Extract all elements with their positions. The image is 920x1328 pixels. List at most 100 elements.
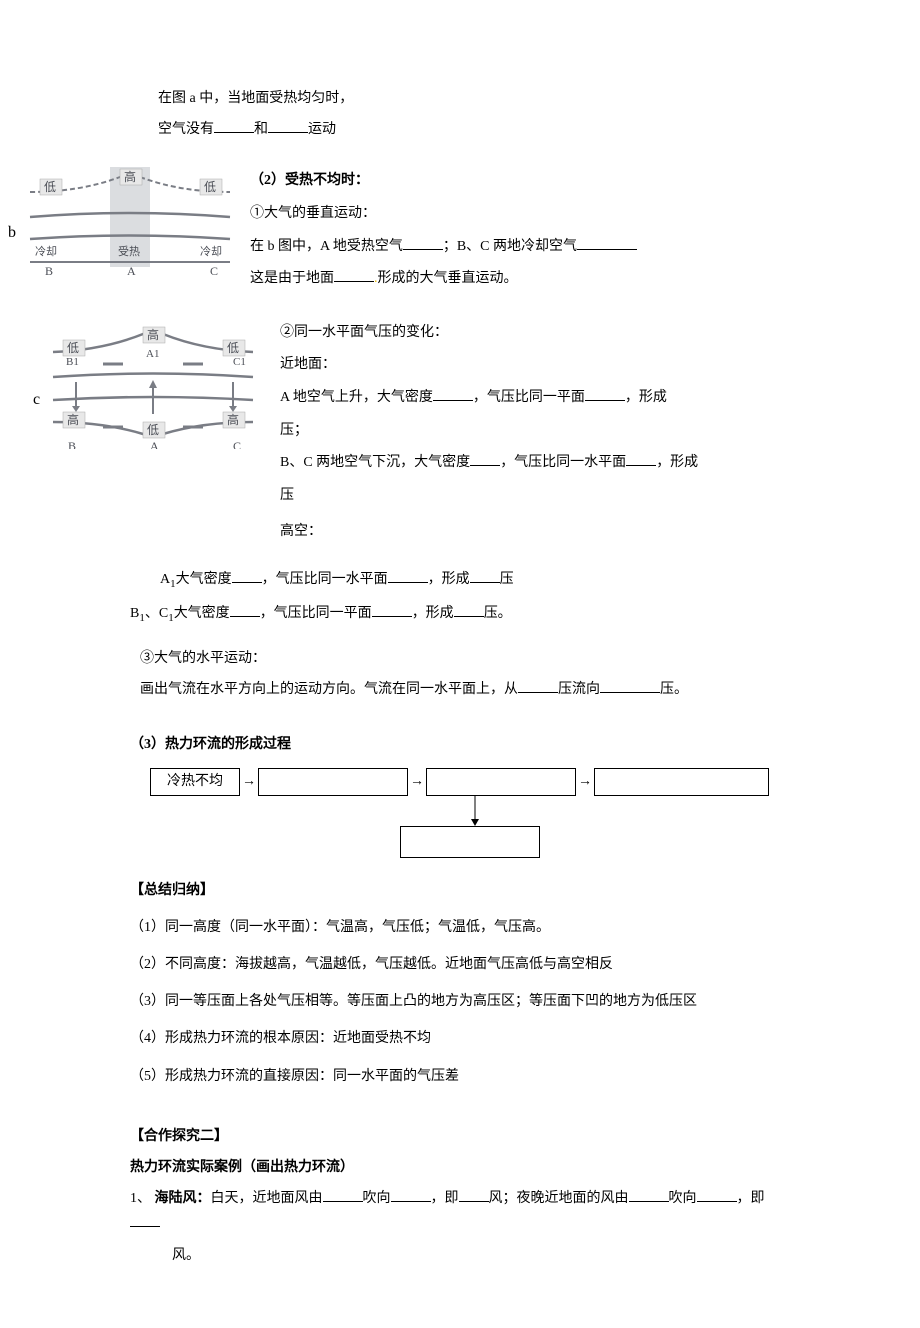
blank	[130, 1213, 160, 1227]
arrow-icon: →	[242, 769, 256, 794]
diagram-b: b 低 高 低 冷却 受热 冷却 B	[0, 162, 235, 282]
upper-lines: A1大气密度，气压比同一水平面，形成压	[160, 567, 790, 595]
blank	[433, 387, 473, 401]
summary-item5: （5）形成热力环流的直接原因：同一水平面的气压差	[130, 1064, 790, 1089]
flow-diagram: 冷热不均 → → →	[130, 768, 790, 858]
section3-title: （3）热力环流的形成过程	[130, 732, 790, 757]
blank	[214, 119, 254, 133]
text: 大气密度	[176, 572, 232, 587]
text: 这是由于地面	[250, 271, 334, 286]
blank	[470, 452, 500, 466]
text: 形成的大气垂直运动。	[378, 271, 518, 286]
arrow-icon: →	[410, 769, 424, 794]
section3: （3）热力环流的形成过程 冷热不均 → → →	[130, 732, 790, 857]
blank	[629, 1188, 669, 1202]
sub2-title: ②同一水平面气压的变化：	[280, 320, 790, 347]
explore-item1-cont: 风。	[130, 1243, 790, 1268]
intro-section: 在图 a 中，当地面受热均匀时， 空气没有和运动	[130, 86, 790, 142]
svg-text:B1: B1	[66, 356, 79, 368]
text: 运动	[308, 122, 336, 137]
text: ，气压比同一平面	[473, 390, 585, 405]
explore-title: 【合作探究二】	[130, 1124, 790, 1149]
svg-text:受热: 受热	[118, 245, 140, 258]
blank	[459, 1188, 489, 1202]
arrow-icon: →	[578, 769, 592, 794]
svg-text:A1: A1	[146, 348, 159, 360]
text: 压。	[660, 682, 688, 697]
line-bc: B、C 两地空气下沉，大气密度 ，气压比同一水平面 ，形成	[280, 450, 790, 477]
sub3-title: ③大气的水平运动：	[140, 646, 790, 671]
text: 空气没有	[158, 122, 214, 137]
line-a: A 地空气上升，大气密度 ，气压比同一平面 ，形成	[280, 385, 790, 412]
svg-text:b: b	[8, 224, 16, 241]
blank	[334, 268, 374, 282]
text: A 地空气上升，大气密度	[280, 390, 433, 405]
svg-text:高: 高	[124, 169, 136, 184]
text: 大气密度	[174, 606, 230, 621]
summary-item1: （1）同一高度（同一水平面）：气温高，气压低；气温低，气压高。	[130, 915, 790, 940]
text: ，气压比同一水平面	[500, 455, 626, 470]
blank	[454, 603, 484, 617]
line-bc-end: 压	[280, 483, 790, 510]
summary-item2: （2）不同高度：海拔越高，气温越低，气压越低。近地面气压高低与高空相反	[130, 952, 790, 977]
text: ，即	[737, 1191, 765, 1206]
svg-text:高: 高	[147, 327, 159, 342]
diagram-c: c 低 高 低 A1 B1 C1	[30, 314, 265, 449]
blank	[268, 119, 308, 133]
near-surface: 近地面：	[280, 352, 790, 379]
blank	[470, 569, 500, 583]
section2-title: （2）受热不均时：	[250, 168, 790, 195]
text: 海陆风：	[155, 1191, 211, 1206]
explore-section: 【合作探究二】 热力环流实际案例（画出热力环流） 1、 海陆风：白天，近地面风由…	[130, 1124, 790, 1268]
text: ，形成	[625, 390, 667, 405]
flow-box-4	[594, 768, 769, 796]
summary-item4: （4）形成热力环流的根本原因：近地面受热不均	[130, 1026, 790, 1051]
upper-bc-line: B1、C1大气密度，气压比同一平面，形成压。	[130, 601, 790, 629]
explore-item1: 1、 海陆风：白天，近地面风由吹向，即风；夜晚近地面的风由吹向，即	[130, 1186, 790, 1236]
text: ，形成	[412, 606, 454, 621]
text: 吹向	[669, 1191, 697, 1206]
blank	[585, 387, 625, 401]
upper-bc: B1、C1大气密度，气压比同一平面，形成压。	[130, 601, 790, 629]
svg-text:C: C	[233, 439, 241, 449]
sub1-line2: 这是由于地面.形成的大气垂直运动。	[250, 266, 790, 293]
summary-section: 【总结归纳】 （1）同一高度（同一水平面）：气温高，气压低；气温低，气压高。 （…	[130, 878, 790, 1089]
blank	[403, 236, 443, 250]
flow-box-3	[426, 768, 576, 796]
sub3-line: 画出气流在水平方向上的运动方向。气流在同一水平面上，从压流向压。	[140, 677, 790, 702]
section2-sub2-text: ②同一水平面气压的变化： 近地面： A 地空气上升，大气密度 ，气压比同一平面 ，形…	[280, 314, 790, 552]
blank	[230, 603, 260, 617]
text: ；B、C 两地冷却空气	[443, 239, 577, 254]
text: 1、	[130, 1191, 155, 1206]
blank	[600, 679, 660, 693]
svg-text:C1: C1	[233, 356, 246, 368]
text: B	[130, 606, 139, 621]
text: 在 b 图中，A 地受热空气	[250, 239, 403, 254]
section2-row1: b 低 高 低 冷却 受热 冷却 B	[0, 162, 790, 298]
blank	[372, 603, 412, 617]
blank	[323, 1188, 363, 1202]
flow-bottom	[150, 826, 790, 858]
blank	[388, 569, 428, 583]
text: 、C	[145, 606, 168, 621]
text: B、C 两地空气下沉，大气密度	[280, 455, 470, 470]
text: 风；夜晚近地面的风由	[489, 1191, 629, 1206]
text: 压流向	[558, 682, 600, 697]
flow-box-2	[258, 768, 408, 796]
svg-text:高: 高	[227, 412, 239, 427]
svg-text:低: 低	[147, 423, 159, 437]
sub1-title: ①大气的垂直运动：	[250, 201, 790, 228]
svg-text:冷却: 冷却	[200, 245, 222, 258]
intro-line2: 空气没有和运动	[158, 117, 790, 142]
svg-text:C: C	[210, 264, 218, 278]
text: ，形成	[428, 572, 470, 587]
blank	[626, 452, 656, 466]
text: ，形成	[656, 455, 698, 470]
flow-box-bottom	[400, 826, 540, 858]
upper-a1: A1大气密度，气压比同一水平面，形成压	[160, 567, 790, 595]
section2-row2: c 低 高 低 A1 B1 C1	[30, 314, 790, 552]
text: ，即	[431, 1191, 459, 1206]
text: 吹向	[363, 1191, 391, 1206]
blank	[391, 1188, 431, 1202]
summary-item3: （3）同一等压面上各处气压相等。等压面上凸的地方为高压区；等压面下凹的地方为低压…	[130, 989, 790, 1014]
